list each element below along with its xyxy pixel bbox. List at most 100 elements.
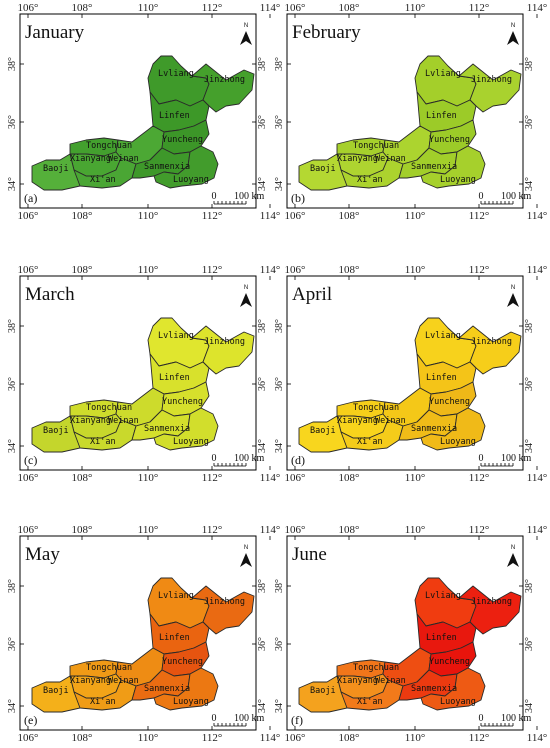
scale-bar: 0 100 km — [479, 453, 532, 467]
lon-label-top: 110° — [405, 2, 426, 14]
lon-label-top: 112° — [202, 524, 223, 536]
svg-text:N: N — [511, 545, 515, 551]
map-svg: 106° 106° 108° 108° 110° 110° 112° 112° 114° 114°… — [274, 2, 547, 222]
lon-label-bottom: 106° — [18, 210, 39, 222]
map-svg: 106° 106° 108° 108° 110° 110° 112° 112° 114° 114°… — [7, 524, 280, 744]
lat-label-left: 36° — [7, 377, 18, 391]
map-svg: 106° 106° 108° 108° 110° 110° 112° 112° 114° 114°… — [274, 524, 547, 744]
city-label-sanmenxia: Sanmenxia — [411, 684, 457, 694]
region-luoyang — [153, 145, 219, 189]
svg-text:0: 0 — [212, 453, 217, 464]
city-label-lvliang: Lvliang — [158, 331, 194, 341]
lat-label-right: 38° — [524, 319, 535, 333]
city-label-lvliang: Lvliang — [158, 69, 194, 79]
city-label-yuncheng: Yuncheng — [429, 657, 470, 667]
city-label-tongchuan: Tongchuan — [353, 663, 399, 673]
city-label-jinzhong: Jinzhong — [471, 337, 512, 347]
panel-label: (b) — [291, 191, 305, 205]
lon-label-top: 106° — [18, 264, 39, 276]
month-title: May — [25, 544, 60, 565]
lon-label-top: 106° — [285, 2, 306, 14]
month-title: February — [292, 22, 361, 43]
lon-label-bottom: 110° — [138, 732, 159, 744]
lon-label-bottom: 108° — [339, 732, 360, 744]
lat-label-left: 38° — [274, 57, 285, 71]
city-label-linfen: Linfen — [159, 373, 190, 383]
lon-label-bottom: 114° — [527, 472, 548, 484]
city-label-baoji: Baoji — [43, 686, 69, 696]
lat-label-right: 36° — [524, 377, 535, 391]
lon-label-top: 112° — [469, 2, 490, 14]
region-jinzhong — [191, 63, 255, 113]
north-arrow-icon: N — [507, 545, 519, 567]
city-label-weinan: Weinan — [375, 154, 406, 164]
lon-label-bottom: 108° — [72, 472, 93, 484]
city-label-xian: Xi'an — [357, 437, 383, 447]
lon-label-top: 114° — [527, 264, 548, 276]
map-svg: 106° 106° 108° 108° 110° 110° 112° 112° 114° 114°… — [7, 2, 280, 222]
lon-label-bottom: 110° — [405, 472, 426, 484]
panel-label: (c) — [24, 453, 37, 467]
panel-label: (f) — [291, 713, 303, 727]
lon-label-top: 112° — [469, 264, 490, 276]
lon-label-top: 110° — [138, 524, 159, 536]
city-label-yuncheng: Yuncheng — [162, 397, 203, 407]
lon-label-bottom: 112° — [202, 732, 223, 744]
city-label-luoyang: Luoyang — [440, 437, 476, 447]
lon-label-bottom: 108° — [339, 210, 360, 222]
lat-label-right: 38° — [524, 57, 535, 71]
scale-bar: 0 100 km — [479, 191, 532, 205]
lon-label-top: 110° — [138, 2, 159, 14]
region-group — [31, 55, 255, 191]
lon-label-top: 106° — [285, 264, 306, 276]
lon-label-top: 114° — [527, 2, 548, 14]
map-panel-4: 106° 106° 108° 108° 110° 110° 112° 112° 114° 114°… — [271, 262, 547, 488]
scale-bar: 0 100 km — [479, 713, 532, 727]
panel-label: (a) — [24, 191, 37, 205]
city-label-baoji: Baoji — [310, 164, 336, 174]
lon-label-bottom: 106° — [285, 472, 306, 484]
month-title: March — [25, 284, 75, 305]
svg-text:N: N — [511, 285, 515, 291]
lat-label-right: 36° — [257, 115, 268, 129]
lat-label-right: 34° — [257, 699, 268, 713]
map-panel-6: 106° 106° 108° 108° 110° 110° 112° 112° 114° 114°… — [271, 522, 547, 748]
lon-label-bottom: 106° — [18, 732, 39, 744]
lon-label-top: 106° — [18, 524, 39, 536]
lon-label-top: 110° — [405, 264, 426, 276]
region-jinzhong — [191, 325, 255, 375]
city-label-baoji: Baoji — [310, 686, 336, 696]
city-label-sanmenxia: Sanmenxia — [144, 162, 190, 172]
city-label-lvliang: Lvliang — [425, 331, 461, 341]
lon-label-bottom: 110° — [138, 210, 159, 222]
region-jinzhong — [458, 63, 522, 113]
city-label-jinzhong: Jinzhong — [471, 597, 512, 607]
lon-label-bottom: 112° — [202, 472, 223, 484]
scale-bar: 0 100 km — [212, 453, 265, 467]
city-label-jinzhong: Jinzhong — [204, 597, 245, 607]
city-label-weinan: Weinan — [108, 416, 139, 426]
lon-label-bottom: 106° — [285, 210, 306, 222]
city-label-lvliang: Lvliang — [425, 69, 461, 79]
city-label-tongchuan: Tongchuan — [86, 141, 132, 151]
lat-label-left: 38° — [274, 319, 285, 333]
svg-text:100 km: 100 km — [234, 453, 265, 464]
lon-label-top: 112° — [202, 2, 223, 14]
map-panel-2: 106° 106° 108° 108° 110° 110° 112° 112° 114° 114°… — [271, 0, 547, 226]
city-label-luoyang: Luoyang — [173, 437, 209, 447]
lon-label-top: 108° — [72, 2, 93, 14]
lon-label-top: 110° — [138, 264, 159, 276]
city-label-lvliang: Lvliang — [425, 591, 461, 601]
lat-label-right: 36° — [257, 637, 268, 651]
city-label-tongchuan: Tongchuan — [353, 403, 399, 413]
map-svg: 106° 106° 108° 108° 110° 110° 112° 112° 114° 114°… — [274, 264, 547, 484]
lon-label-top: 108° — [339, 524, 360, 536]
map-panel-3: 106° 106° 108° 108° 110° 110° 112° 112° 114° 114°… — [4, 262, 280, 488]
lon-label-bottom: 114° — [527, 732, 548, 744]
city-label-luoyang: Luoyang — [173, 175, 209, 185]
lon-label-bottom: 106° — [18, 472, 39, 484]
city-label-luoyang: Luoyang — [440, 175, 476, 185]
lon-label-top: 110° — [405, 524, 426, 536]
north-arrow-icon: N — [240, 23, 252, 45]
lon-label-bottom: 112° — [469, 472, 490, 484]
